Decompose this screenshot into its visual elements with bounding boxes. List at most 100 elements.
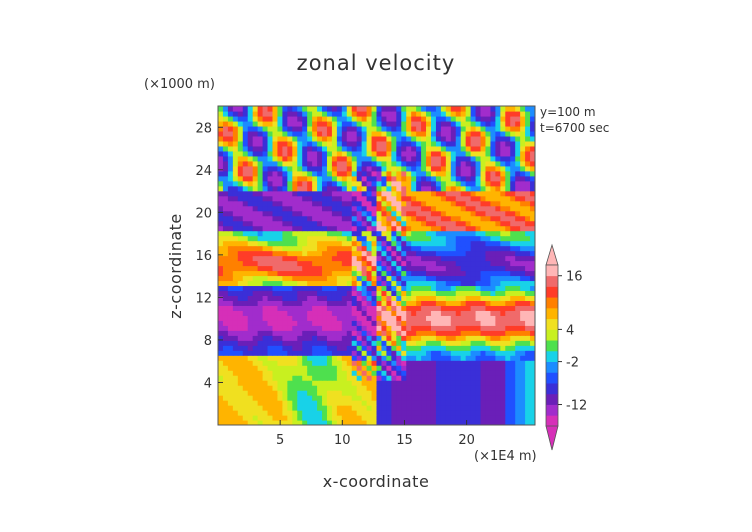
heat-cell bbox=[361, 255, 368, 262]
heat-cell bbox=[401, 155, 407, 162]
heat-cell bbox=[242, 305, 249, 311]
heat-cell bbox=[460, 225, 467, 232]
heat-cell bbox=[232, 165, 239, 172]
heat-cell bbox=[435, 365, 442, 371]
heat-cell bbox=[336, 335, 343, 341]
heat-cell bbox=[252, 360, 259, 366]
heat-cell bbox=[485, 215, 492, 222]
heat-cell bbox=[391, 315, 397, 321]
heat-cell bbox=[520, 395, 526, 401]
heat-cell bbox=[232, 195, 239, 202]
heat-cell bbox=[460, 365, 467, 371]
heat-cell bbox=[440, 370, 447, 376]
heat-cell bbox=[455, 300, 462, 306]
heat-cell bbox=[232, 385, 239, 391]
heat-cell bbox=[411, 325, 417, 331]
heat-cell bbox=[510, 220, 516, 227]
heat-cell bbox=[302, 355, 308, 361]
heat-cell bbox=[475, 385, 482, 391]
heat-cell bbox=[287, 410, 293, 416]
heat-cell bbox=[351, 370, 358, 376]
heat-cell bbox=[430, 175, 437, 182]
heat-cell bbox=[530, 130, 535, 137]
heat-cell bbox=[366, 220, 373, 227]
heat-cell bbox=[351, 305, 358, 311]
heat-cell bbox=[272, 175, 279, 182]
heat-cell bbox=[322, 195, 328, 202]
heat-cell bbox=[247, 310, 254, 316]
heat-cell bbox=[376, 320, 383, 326]
heat-cell bbox=[297, 295, 303, 301]
heat-cell bbox=[341, 120, 348, 127]
heat-cell bbox=[480, 120, 487, 127]
heat-cell bbox=[475, 400, 482, 406]
heat-cell bbox=[257, 330, 264, 336]
heat-cell bbox=[416, 385, 422, 391]
heat-cell bbox=[530, 370, 535, 376]
heat-cell bbox=[500, 240, 506, 247]
heat-cell bbox=[361, 190, 368, 197]
heat-cell bbox=[440, 420, 447, 425]
heat-cell bbox=[411, 220, 417, 227]
heat-cell bbox=[485, 160, 492, 167]
heat-cell bbox=[356, 160, 363, 167]
heat-cell bbox=[336, 420, 343, 425]
heat-cell bbox=[222, 220, 229, 227]
heat-cell bbox=[411, 130, 417, 137]
heat-cell bbox=[470, 320, 477, 326]
heat-cell bbox=[455, 110, 462, 117]
heat-cell bbox=[237, 300, 244, 306]
heat-cell bbox=[247, 400, 254, 406]
heat-cell bbox=[277, 180, 283, 187]
heat-cell bbox=[495, 220, 501, 227]
heat-cell bbox=[322, 106, 328, 112]
heat-cell bbox=[490, 270, 496, 277]
heat-cell bbox=[416, 405, 422, 411]
heat-cell bbox=[480, 215, 487, 222]
heat-cell bbox=[341, 400, 348, 406]
heat-cell bbox=[505, 250, 511, 257]
heat-cell bbox=[416, 245, 422, 252]
heat-cell bbox=[480, 165, 487, 172]
heat-cell bbox=[421, 250, 427, 257]
heat-cell bbox=[287, 420, 293, 425]
heat-cell bbox=[218, 320, 224, 326]
heat-cell bbox=[510, 270, 516, 277]
heat-cell bbox=[495, 360, 501, 366]
heat-cell bbox=[237, 125, 244, 132]
heat-cell bbox=[391, 195, 397, 202]
heat-cell bbox=[376, 280, 383, 287]
heat-cell bbox=[326, 230, 333, 237]
heat-cell bbox=[401, 150, 407, 157]
heat-cell bbox=[247, 385, 254, 391]
heat-cell bbox=[356, 335, 363, 341]
heat-cell bbox=[336, 135, 343, 142]
heat-cell bbox=[237, 285, 244, 292]
plot-frame bbox=[217, 105, 536, 426]
heat-cell bbox=[287, 250, 293, 257]
heat-cell bbox=[237, 150, 244, 157]
heat-cell bbox=[351, 145, 358, 152]
heat-cell bbox=[331, 140, 338, 147]
heat-cell bbox=[232, 260, 239, 267]
heat-cell bbox=[307, 320, 313, 326]
heat-cell bbox=[282, 200, 288, 207]
heat-cell bbox=[252, 165, 259, 172]
heat-cell bbox=[505, 275, 511, 282]
heat-cell bbox=[515, 315, 521, 321]
heat-cell bbox=[302, 285, 308, 292]
heat-cell bbox=[485, 265, 492, 272]
heat-cell bbox=[366, 415, 373, 421]
heat-cell bbox=[232, 300, 239, 306]
heat-cell bbox=[430, 215, 437, 222]
heat-cell bbox=[232, 265, 239, 272]
heat-cell bbox=[386, 240, 392, 247]
heat-cell bbox=[227, 400, 234, 406]
heat-cell bbox=[257, 305, 264, 311]
heat-cell bbox=[401, 190, 407, 197]
heat-cell bbox=[470, 135, 477, 142]
heat-cell bbox=[331, 380, 338, 386]
heat-cell bbox=[272, 415, 279, 421]
heat-cell bbox=[252, 155, 259, 162]
heat-cell bbox=[510, 405, 516, 411]
